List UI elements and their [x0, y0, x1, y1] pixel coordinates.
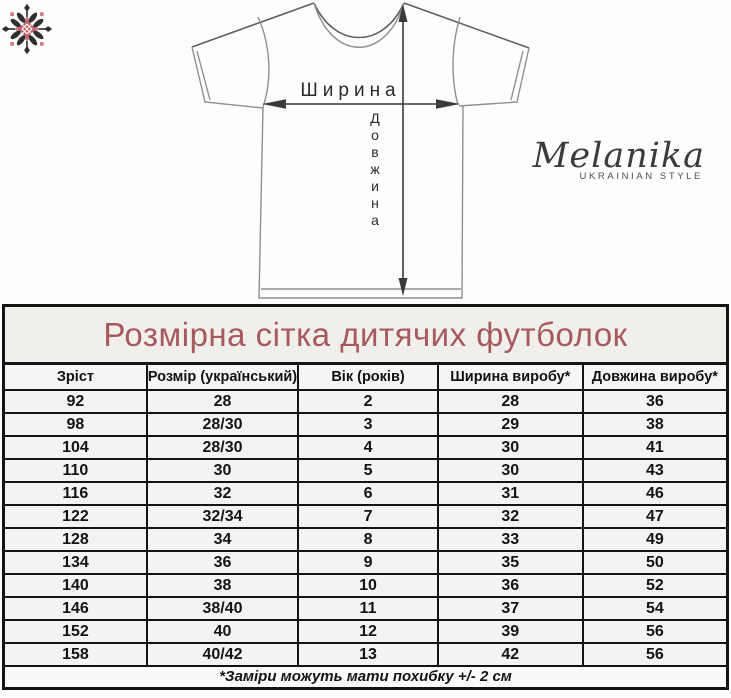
- table-cell: 152: [2, 619, 148, 644]
- brand-tagline: UKRAINIAN STYLE: [579, 170, 703, 182]
- length-dimension-label: Довжина: [367, 110, 383, 229]
- chart-title-box: Розмірна сітка дитячих футболок: [2, 304, 729, 365]
- table-row: 116 32 6 31 46: [2, 481, 729, 506]
- table-cell: 5: [297, 458, 439, 483]
- table-cell: 128: [2, 527, 148, 552]
- table-cell: 158: [2, 642, 148, 667]
- table-cell: 98: [2, 412, 148, 437]
- table-row: 140 38 10 36 52: [2, 573, 729, 598]
- table-cell: 116: [2, 481, 148, 506]
- table-cell: 28: [436, 389, 584, 414]
- table-cell: 29: [436, 412, 584, 437]
- table-cell: 40: [145, 619, 300, 644]
- table-cell: 31: [436, 481, 584, 506]
- table-cell: 9: [297, 550, 439, 575]
- table-cell: 56: [581, 619, 729, 644]
- table-cell: 33: [436, 527, 584, 552]
- table-row: 146 38/40 11 37 54: [2, 596, 729, 621]
- table-cell: 36: [581, 389, 729, 414]
- table-cell: 43: [581, 458, 729, 483]
- brand-name: Melanika: [532, 136, 705, 176]
- table-cell: 30: [436, 435, 584, 460]
- table-cell: 40/42: [145, 642, 300, 667]
- table-cell: 32: [145, 481, 300, 506]
- header-row: Зріст Розмір (український) Вік (років) Шири…: [2, 362, 729, 391]
- table-cell: 6: [297, 481, 439, 506]
- table-cell: 146: [2, 596, 148, 621]
- table-cell: 140: [2, 573, 148, 598]
- table-cell: 54: [581, 596, 729, 621]
- column-header: Зріст: [2, 362, 148, 391]
- table-row: 92 28 2 28 36: [2, 389, 729, 414]
- table-cell: 47: [581, 504, 729, 529]
- table-cell: 32/34: [145, 504, 300, 529]
- table-cell: 4: [297, 435, 439, 460]
- table-cell: 10: [297, 573, 439, 598]
- column-header: Довжина виробу*: [581, 362, 729, 391]
- tshirt-outline-drawing: [191, 2, 530, 299]
- folk-ornament-icon: [1, 3, 53, 55]
- table-cell: 37: [436, 596, 584, 621]
- table-cell: 46: [581, 481, 729, 506]
- size-table: Зріст Розмір (український) Вік (років) Шири…: [2, 362, 729, 690]
- column-header: Розмір (український): [145, 362, 300, 391]
- footnote: *Заміри можуть мати похибку +/- 2 см: [2, 665, 729, 690]
- table-cell: 38/40: [145, 596, 300, 621]
- table-cell: 134: [2, 550, 148, 575]
- table-row: 152 40 12 39 56: [2, 619, 729, 644]
- size-table-body: 92 28 2 28 36 98 28/30 3 29 38 104 28/30 4 30 41 110 30 5…: [2, 389, 729, 667]
- table-cell: 49: [581, 527, 729, 552]
- table-row: 134 36 9 35 50: [2, 550, 729, 575]
- table-cell: 56: [581, 642, 729, 667]
- table-cell: 12: [297, 619, 439, 644]
- table-cell: 34: [145, 527, 300, 552]
- table-row: 110 30 5 30 43: [2, 458, 729, 483]
- table-cell: 28/30: [145, 412, 300, 437]
- table-cell: 2: [297, 389, 439, 414]
- table-cell: 122: [2, 504, 148, 529]
- table-cell: 8: [297, 527, 439, 552]
- table-row: 122 32/34 7 32 47: [2, 504, 729, 529]
- column-header: Вік (років): [297, 362, 439, 391]
- table-cell: 42: [436, 642, 584, 667]
- table-cell: 30: [145, 458, 300, 483]
- tshirt-measurement-diagram: Ширина Довжина Melanika UKRAINIAN STYLE: [0, 0, 731, 303]
- table-cell: 3: [297, 412, 439, 437]
- table-cell: 50: [581, 550, 729, 575]
- column-header: Ширина виробу*: [436, 362, 584, 391]
- width-dimension-label: Ширина: [300, 80, 401, 101]
- table-cell: 13: [297, 642, 439, 667]
- footnote-row: *Заміри можуть мати похибку +/- 2 см: [2, 665, 729, 690]
- table-row: 128 34 8 33 49: [2, 527, 729, 552]
- table-cell: 28/30: [145, 435, 300, 460]
- table-row: 98 28/30 3 29 38: [2, 412, 729, 437]
- table-row: 158 40/42 13 42 56: [2, 642, 729, 667]
- table-cell: 36: [436, 573, 584, 598]
- table-cell: 38: [581, 412, 729, 437]
- table-cell: 11: [297, 596, 439, 621]
- table-cell: 30: [436, 458, 584, 483]
- table-cell: 7: [297, 504, 439, 529]
- table-cell: 110: [2, 458, 148, 483]
- table-cell: 32: [436, 504, 584, 529]
- table-cell: 36: [145, 550, 300, 575]
- table-row: 104 28/30 4 30 41: [2, 435, 729, 460]
- table-cell: 35: [436, 550, 584, 575]
- brand-logo: Melanika UKRAINIAN STYLE: [505, 138, 705, 182]
- table-cell: 104: [2, 435, 148, 460]
- table-cell: 41: [581, 435, 729, 460]
- chart-title: Розмірна сітка дитячих футболок: [103, 315, 628, 353]
- table-cell: 38: [145, 573, 300, 598]
- table-cell: 39: [436, 619, 584, 644]
- table-cell: 28: [145, 389, 300, 414]
- table-cell: 52: [581, 573, 729, 598]
- table-cell: 92: [2, 389, 148, 414]
